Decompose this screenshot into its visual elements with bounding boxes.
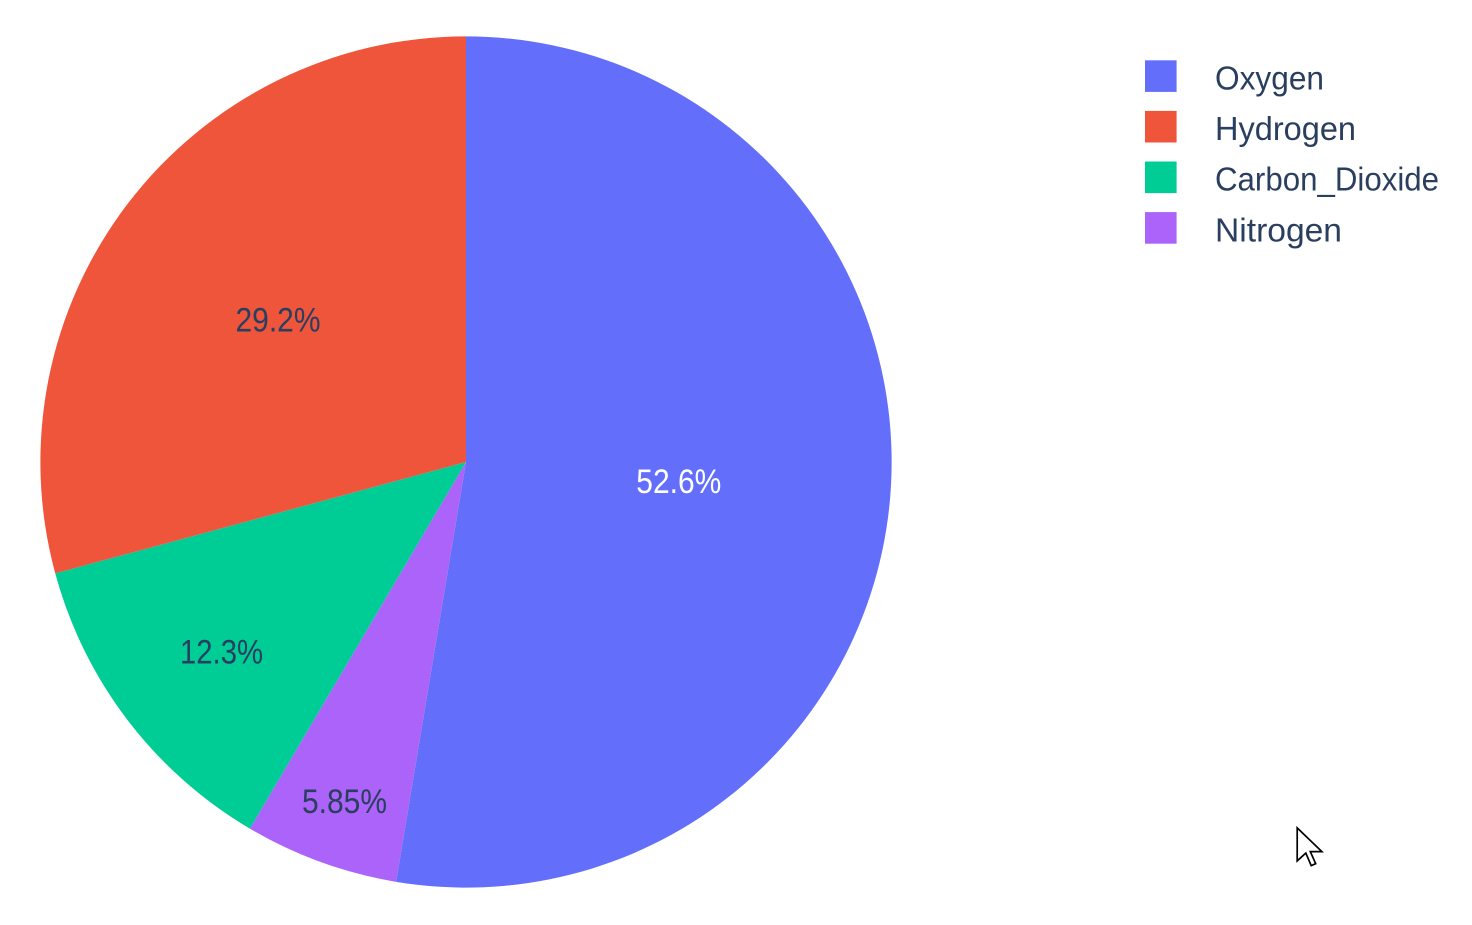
svg-text:29.2%: 29.2% [236,302,321,340]
svg-text:5.85%: 5.85% [302,783,387,821]
svg-text:Oxygen: Oxygen [1215,60,1324,97]
svg-text:Nitrogen: Nitrogen [1215,211,1342,248]
svg-text:52.6%: 52.6% [636,463,721,501]
svg-text:Hydrogen: Hydrogen [1215,110,1356,147]
svg-text:Carbon_Dioxide: Carbon_Dioxide [1215,161,1439,198]
svg-text:12.3%: 12.3% [180,634,263,672]
